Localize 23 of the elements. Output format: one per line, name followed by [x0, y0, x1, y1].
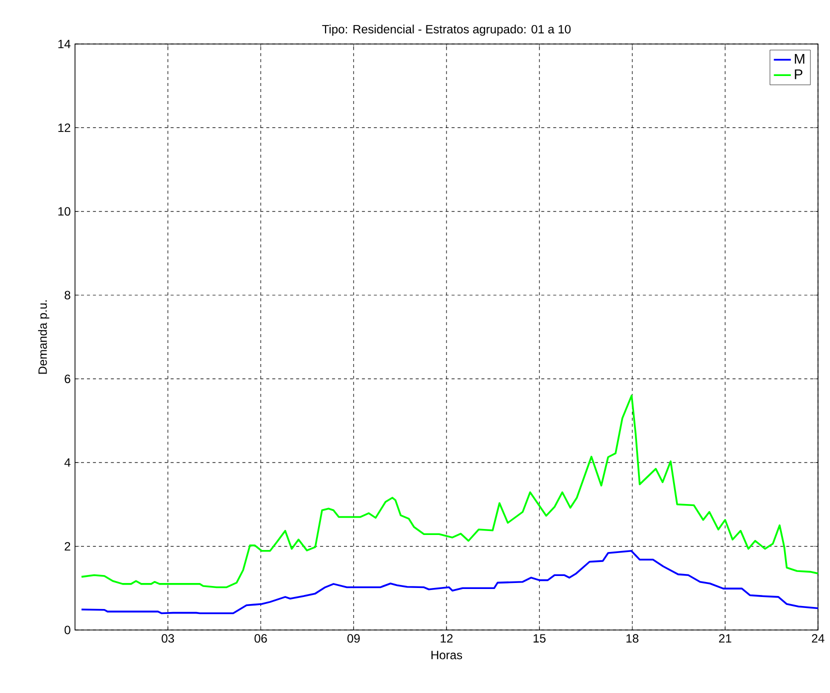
x-tick-label: 03 — [162, 634, 174, 643]
x-tick-label: 06 — [254, 634, 267, 643]
y-tick-label: 12 — [58, 124, 70, 132]
y-tick-label: 6 — [64, 374, 70, 384]
line-series — [80, 550, 818, 614]
x-tick-label: 15 — [534, 634, 546, 643]
x-tick-label: 21 — [719, 634, 732, 643]
x-axis-title: Horas — [431, 650, 462, 660]
x-tick-label: 18 — [626, 634, 638, 643]
x-tick-label: 24 — [812, 634, 824, 643]
x-tick-label: 12 — [440, 634, 453, 643]
legend-label: M — [794, 54, 804, 64]
line-series — [80, 394, 818, 588]
y-tick-label: 14 — [58, 40, 70, 48]
y-tick-label: 4 — [64, 458, 70, 467]
y-tick-label: 8 — [64, 290, 70, 300]
x-tick-label: 09 — [347, 634, 360, 643]
y-tick-label: 0 — [64, 626, 70, 634]
chart-title: Tipo: Residencial - Estratos agrupado: 01 a 10 — [322, 24, 571, 36]
legend-label: P — [794, 69, 802, 80]
y-axis-title: Demanda p.u. — [38, 300, 50, 374]
y-tick-label: 2 — [64, 542, 70, 550]
y-tick-label: 10 — [58, 207, 70, 216]
